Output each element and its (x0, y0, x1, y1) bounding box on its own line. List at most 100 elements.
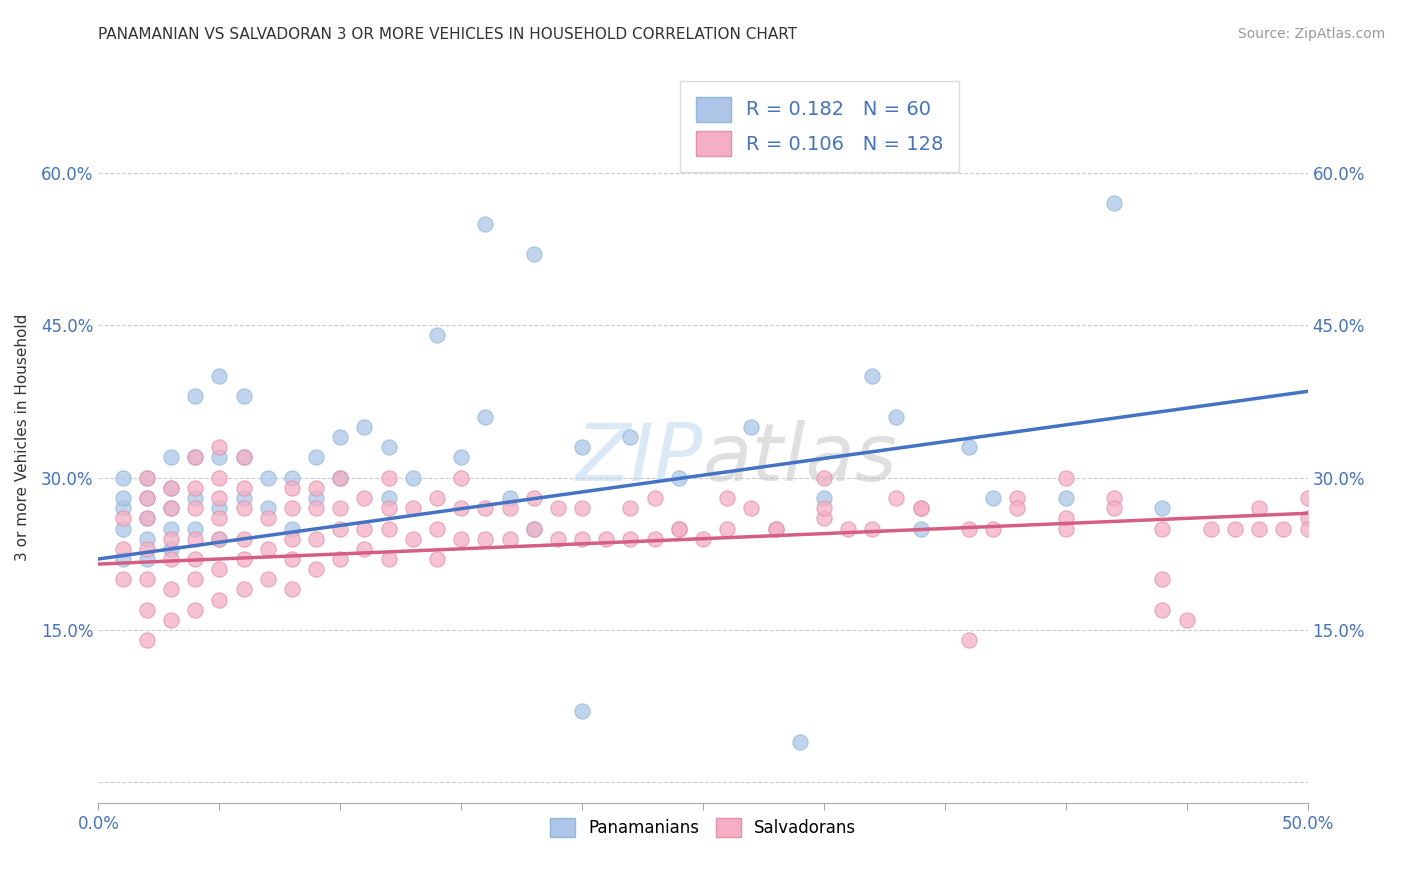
Point (813, 511, 835, 525)
Point (716, 521, 738, 535)
Point (1007, 491, 1029, 505)
Point (910, 521, 932, 535)
Point (498, 501, 520, 516)
Point (281, 582, 304, 597)
Point (232, 491, 254, 505)
Point (1249, 521, 1271, 535)
Point (1344, 521, 1367, 535)
Point (281, 481, 304, 495)
Point (135, 572, 157, 586)
Point (111, 471, 134, 485)
Point (426, 521, 449, 535)
Point (111, 511, 134, 525)
Point (353, 491, 375, 505)
Point (305, 532, 328, 546)
Point (426, 552, 449, 566)
Point (1223, 521, 1246, 535)
Point (208, 491, 231, 505)
Point (402, 501, 425, 516)
Point (523, 521, 546, 535)
Point (208, 532, 231, 546)
Point (981, 491, 1004, 505)
Point (135, 552, 157, 566)
Point (232, 389, 254, 403)
Point (619, 501, 641, 516)
Point (232, 532, 254, 546)
Point (910, 501, 932, 516)
Point (160, 532, 183, 546)
Point (523, 521, 546, 535)
Point (160, 613, 183, 627)
Point (450, 471, 472, 485)
Point (1393, 521, 1406, 535)
Point (208, 440, 231, 454)
Point (135, 471, 157, 485)
Point (305, 562, 328, 576)
Point (305, 450, 328, 465)
Point (450, 450, 472, 465)
Point (813, 491, 835, 505)
Point (377, 440, 399, 454)
Point (208, 450, 231, 465)
Point (208, 511, 231, 525)
Point (668, 521, 690, 535)
Point (1152, 603, 1174, 617)
Point (377, 491, 399, 505)
Point (474, 501, 496, 516)
Point (402, 532, 425, 546)
Point (111, 491, 134, 505)
Point (184, 572, 207, 586)
Point (377, 501, 399, 516)
Point (450, 501, 472, 516)
Point (184, 532, 207, 546)
Point (232, 481, 254, 495)
Point (256, 541, 278, 556)
Point (644, 491, 666, 505)
Point (184, 481, 207, 495)
Point (813, 471, 835, 485)
Point (208, 501, 231, 516)
Point (208, 369, 231, 384)
Point (498, 491, 520, 505)
Point (135, 491, 157, 505)
Point (329, 521, 352, 535)
Point (135, 511, 157, 525)
Point (160, 501, 183, 516)
Point (353, 420, 375, 434)
Point (1175, 613, 1198, 627)
Point (135, 603, 157, 617)
Point (957, 521, 980, 535)
Point (1054, 521, 1077, 535)
Point (232, 582, 254, 597)
Point (1152, 501, 1174, 516)
Point (256, 471, 278, 485)
Point (692, 532, 714, 546)
Point (160, 541, 183, 556)
Point (111, 572, 134, 586)
Point (329, 471, 352, 485)
Point (523, 491, 546, 505)
Point (135, 511, 157, 525)
Point (910, 501, 932, 516)
Point (571, 440, 593, 454)
Point (111, 552, 134, 566)
Point (111, 541, 134, 556)
Point (716, 491, 738, 505)
Point (184, 491, 207, 505)
Point (1272, 521, 1295, 535)
Point (1249, 501, 1271, 516)
Point (232, 450, 254, 465)
Point (160, 521, 183, 535)
Point (474, 217, 496, 231)
Point (668, 471, 690, 485)
Point (837, 521, 859, 535)
Point (789, 735, 811, 749)
Text: PANAMANIAN VS SALVADORAN 3 OR MORE VEHICLES IN HOUSEHOLD CORRELATION CHART: PANAMANIAN VS SALVADORAN 3 OR MORE VEHIC… (98, 27, 797, 42)
Point (111, 501, 134, 516)
Point (232, 450, 254, 465)
Point (474, 532, 496, 546)
Point (329, 501, 352, 516)
Point (1152, 572, 1174, 586)
Point (208, 592, 231, 607)
Point (281, 521, 304, 535)
